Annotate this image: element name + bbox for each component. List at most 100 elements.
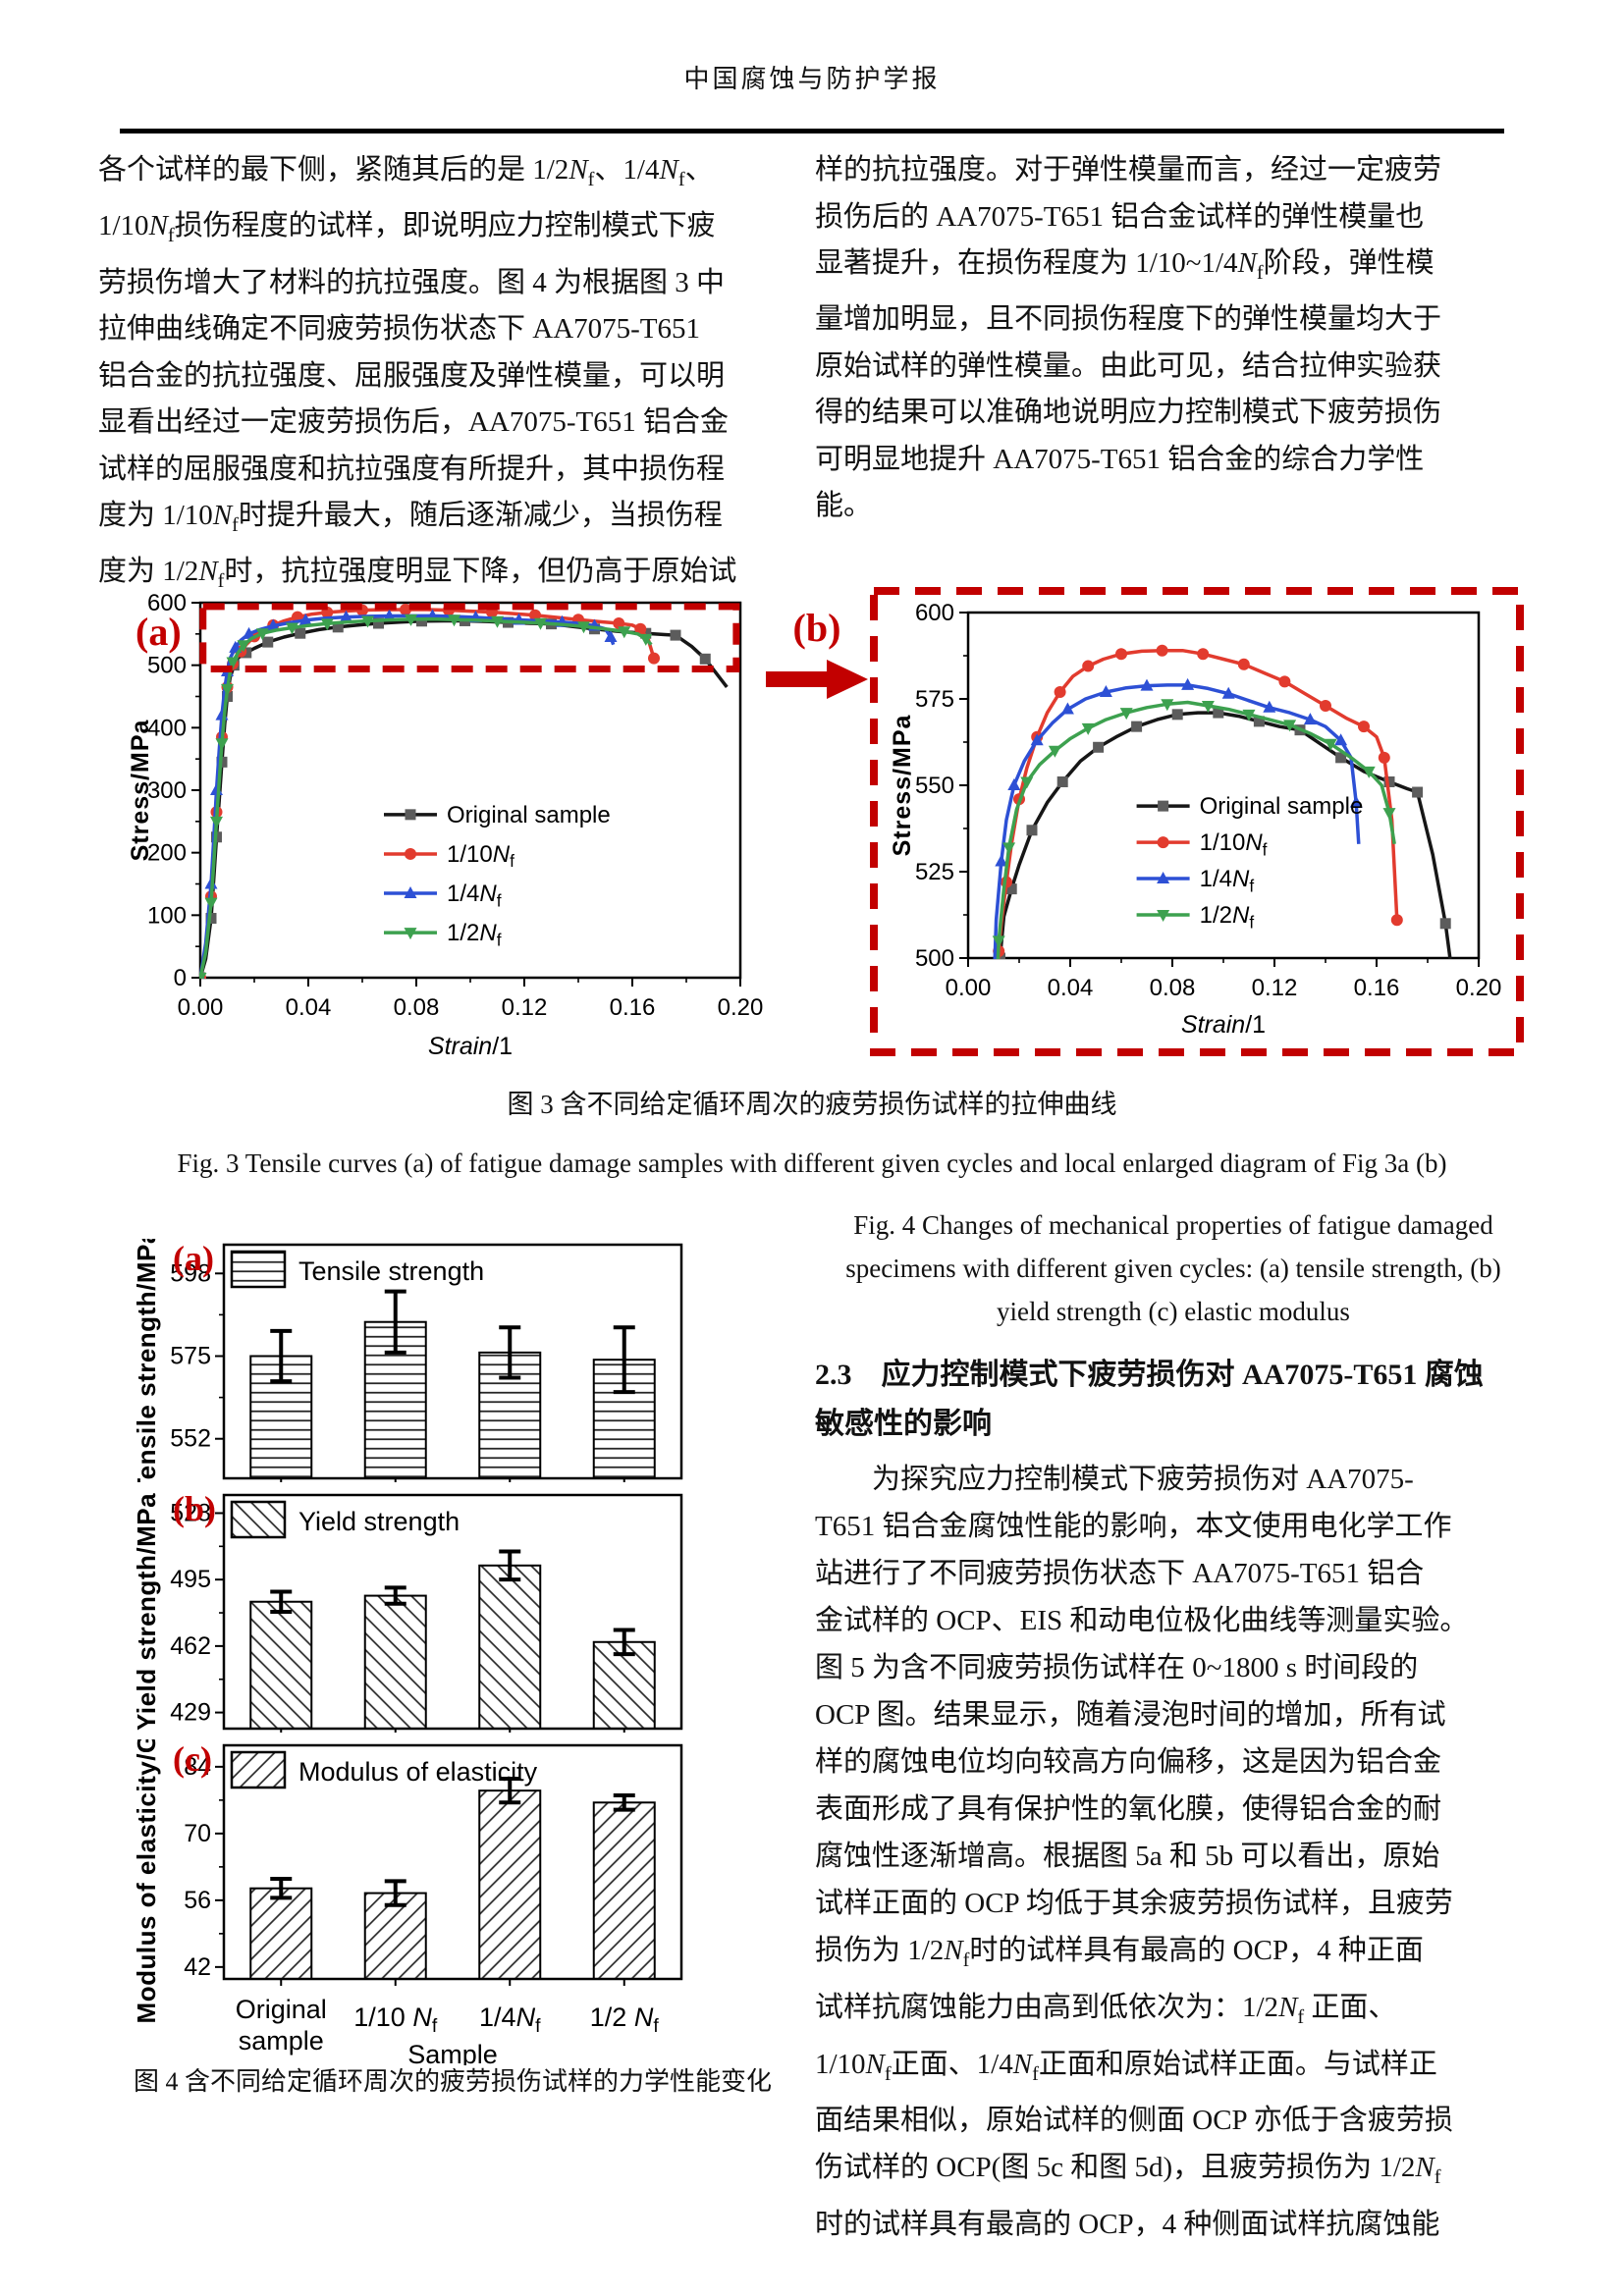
svg-text:500: 500 [147,653,187,679]
svg-text:528: 528 [170,1499,211,1526]
text-line: 站进行了不同疲劳损伤状态下 AA7075-T651 铝合 [815,1558,1425,1589]
svg-text:0.16: 0.16 [1354,975,1400,1001]
svg-text:1/2 Nf: 1/2 Nf [590,2002,660,2037]
text-line: 2.3 应力控制模式下疲劳损伤对 AA7075-T651 腐蚀 [815,1359,1484,1391]
text-line: 损伤为 1/2Nf时的试样具有最高的 OCP，4 种正面 [815,1935,1424,1971]
svg-text:0.16: 0.16 [610,994,656,1021]
text-line: 敏感性的影响 [815,1408,992,1440]
text-line: 1/10Nf损伤程度的试样，即说明应力控制模式下疲 [98,210,716,247]
svg-text:462: 462 [170,1632,211,1660]
fig4-caption-en: Fig. 4 Changes of mechanical properties … [815,1203,1532,1333]
svg-text:0.08: 0.08 [394,994,440,1021]
section-heading: 2.3 应力控制模式下疲劳损伤对 AA7075-T651 腐蚀 敏感性的影响 [815,1351,1532,1449]
text-line: Fig. 4 Changes of mechanical properties … [853,1210,1493,1240]
fig4-label-a: (a) [173,1239,214,1278]
text-line: 显看出经过一定疲劳损伤后，AA7075-T651 铝合金 [98,406,730,439]
svg-text:Strain/1: Strain/1 [428,1033,513,1060]
text-line: 腐蚀性逐渐增高。根据图 5a 和 5b 可以看出，原始 [815,1841,1440,1872]
svg-text:400: 400 [147,715,187,741]
text-line: 原始试样的弹性模量。由此可见，结合拉伸实验获 [815,349,1442,382]
text-line: 得的结果可以准确地说明应力控制模式下疲劳损伤 [815,397,1442,429]
fig4-label-b: (b) [173,1489,216,1528]
text-line: 试样抗腐蚀能力由高到低依次为：1/2Nf 正面、 [815,1991,1397,2028]
svg-text:200: 200 [147,840,187,867]
svg-text:Strain/1: Strain/1 [1181,1011,1266,1039]
text-line: yield strength (c) elastic modulus [997,1297,1350,1326]
text-line: 拉伸曲线确定不同疲劳损伤状态下 AA7075-T651 [98,313,701,346]
figure-4: (a) 552 575 598 Tensile strength Tensile stre… [130,1229,694,2070]
text-line: 铝合金的抗拉强度、屈服强度及弹性模量，可以明 [98,359,726,392]
svg-text:70: 70 [184,1820,211,1847]
svg-text:552: 552 [170,1425,211,1453]
svg-text:550: 550 [915,773,954,799]
svg-text:598: 598 [170,1259,211,1287]
svg-text:Sample: Sample [407,2040,498,2065]
svg-text:300: 300 [147,777,187,804]
text-line: 度为 1/2Nf时，抗拉强度明显下降，但仍高于原始试 [98,556,737,593]
svg-text:Tensile strength/MPa: Tensile strength/MPa [132,1239,161,1482]
fig4-panel-c-chart: 42 56 70 84 Modulus of elasticity Modulus of … [132,1701,683,2069]
svg-text:495: 495 [170,1566,211,1593]
fig3-label-a: (a) [135,610,182,654]
svg-text:Yield strength: Yield strength [298,1507,460,1536]
svg-text:429: 429 [170,1699,211,1727]
text-line: T651 铝合金腐蚀性能的影响，本文使用电化学工作 [815,1511,1452,1542]
svg-text:56: 56 [184,1887,211,1914]
svg-text:0.12: 0.12 [1252,975,1298,1001]
text-line: 可明显地提升 AA7075-T651 铝合金的综合力学性 [815,443,1425,475]
svg-text:100: 100 [147,902,187,929]
text-line: 面结果相似，原始试样的侧面 OCP 亦低于含疲劳损 [815,2105,1453,2137]
svg-text:500: 500 [915,945,954,972]
svg-text:0.20: 0.20 [718,994,764,1021]
svg-text:Stress/MPa: Stress/MPa [889,715,916,857]
svg-text:Stress/MPa: Stress/MPa [127,720,154,862]
svg-text:42: 42 [184,1953,211,1981]
text-line: 样的腐蚀电位均向较高方向偏移，这是因为铝合金 [815,1746,1442,1778]
text-line: 表面形成了具有保护性的氧化膜，使得铝合金的耐 [815,1793,1442,1825]
svg-text:1/10Nf: 1/10Nf [447,841,514,871]
text-line: 为探究应力控制模式下疲劳损伤对 AA7075- [815,1464,1414,1495]
svg-text:600: 600 [915,600,954,626]
text-line: OCP 图。结果显示，随着浸泡时间的增加，所有试 [815,1699,1446,1731]
svg-text:575: 575 [915,686,954,713]
fig3-middle: (b) [764,587,870,1070]
svg-text:84: 84 [184,1753,211,1781]
text-line: 损伤后的 AA7075-T651 铝合金试样的弹性模量也 [815,200,1425,233]
svg-text:0.00: 0.00 [946,975,992,1001]
text-line: 能。 [815,490,873,522]
svg-text:0.12: 0.12 [502,994,548,1021]
right-column-paragraph: 为探究应力控制模式下疲劳损伤对 AA7075- T651 铝合金腐蚀性能的影响，本… [815,1456,1532,2248]
fig4-panel-c: (c) 42 56 70 84 Modulus of elasticity Modulus … [130,1701,694,2070]
text-line: 样的抗拉强度。对于弹性模量而言，经过一定疲劳 [815,154,1442,186]
text-line: 显著提升，在损伤程度为 1/10~1/4Nf阶段，弹性模 [815,247,1435,284]
text-line: 图 5 为含不同疲劳损伤试样在 0~1800 s 时间段的 [815,1652,1419,1683]
fig4-caption-cn: 图 4 含不同给定循环周次的疲劳损伤试样的力学性能变化 [133,2067,772,2096]
fig4-panel-a-chart: 552 575 598 Tensile strength Tensile strengt… [132,1229,683,1494]
svg-text:600: 600 [147,590,187,616]
svg-text:0.00: 0.00 [178,994,224,1021]
fig3a-chart: 0.00 0.04 0.08 0.12 0.16 0.20 0 100 200 300 400 500… [127,590,764,1060]
text-line: 金试样的 OCP、EIS 和动电位极化曲线等测量实验。 [815,1605,1469,1636]
svg-text:575: 575 [170,1343,211,1370]
fig3-label-b: (b) [792,606,841,650]
svg-text:Original: Original [236,1995,327,2024]
svg-text:Modulus of elasticity/GPa: Modulus of elasticity/GPa [132,1739,161,2023]
svg-text:1/4Nf: 1/4Nf [479,2002,541,2037]
svg-text:1/10Nf: 1/10Nf [1200,829,1268,859]
fig4-panel-b-chart: 429 462 495 528 Yield strength Yield strength… [132,1493,683,1735]
right-column-lower: Fig. 4 Changes of mechanical properties … [815,1203,1532,2248]
svg-text:0.08: 0.08 [1150,975,1196,1001]
header-rule [120,129,1504,133]
svg-text:0: 0 [174,965,187,991]
text-line: specimens with different given cycles: (… [845,1254,1501,1283]
svg-text:Original sample: Original sample [1200,793,1364,820]
text-line: 各个试样的最下侧，紧随其后的是 1/2Nf、1/4Nf、 [98,154,714,190]
text-line: 度为 1/10Nf时提升最大，随后逐渐减少，当损伤程 [98,500,723,536]
svg-text:0.04: 0.04 [1048,975,1094,1001]
svg-text:1/2Nf: 1/2Nf [447,920,502,949]
text-line: 试样正面的 OCP 均低于其余疲劳损伤试样，且疲劳 [815,1888,1453,1919]
text-line: 量增加明显，且不同损伤程度下的弹性模量均大于 [815,303,1442,336]
svg-text:1/4Nf: 1/4Nf [447,881,502,910]
svg-text:Modulus of elasticity: Modulus of elasticity [298,1757,538,1787]
